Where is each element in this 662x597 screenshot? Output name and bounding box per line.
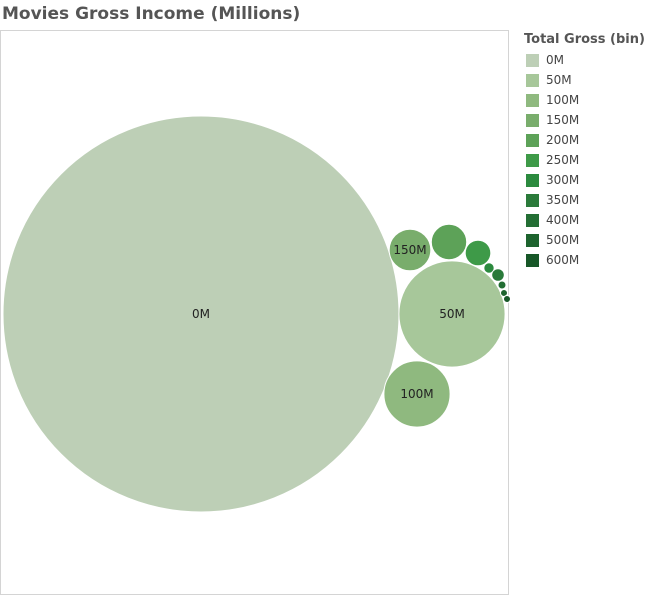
legend-label: 300M [546,173,580,187]
legend-swatch [526,193,539,207]
bubble-100m[interactable] [383,360,451,428]
legend-swatch [526,153,539,167]
legend-label: 400M [546,213,580,227]
legend-item-150m[interactable]: 150M [524,110,645,130]
legend-swatch [526,253,539,267]
bubble-label-50m: 50M [439,307,465,321]
legend-item-100m[interactable]: 100M [524,90,645,110]
legend-item-300m[interactable]: 300M [524,170,645,190]
chart-title: Movies Gross Income (Millions) [2,4,301,24]
legend-swatch [526,53,539,67]
bubble-200m[interactable] [430,223,468,261]
legend-item-400m[interactable]: 400M [524,210,645,230]
legend-item-0m[interactable]: 0M [524,50,645,70]
bubble-50m[interactable] [398,260,506,368]
legend-label: 350M [546,193,580,207]
legend-label: 500M [546,233,580,247]
bubble-150m[interactable] [388,228,432,272]
bubble-label-0m: 0M [192,307,210,321]
legend-item-200m[interactable]: 200M [524,130,645,150]
legend-label: 0M [546,53,564,67]
legend-item-600m[interactable]: 600M [524,250,645,270]
bubble-400m[interactable] [497,280,507,290]
legend-label: 150M [546,113,580,127]
legend-label: 50M [546,73,572,87]
legend-label: 600M [546,253,580,267]
legend-item-250m[interactable]: 250M [524,150,645,170]
legend: Total Gross (bin) 0M 50M 100M 150M 200M 250M 3… [524,32,645,270]
legend-swatch [526,213,539,227]
legend-label: 100M [546,93,580,107]
legend-label: 250M [546,153,580,167]
bubble-600m[interactable] [503,295,511,303]
legend-swatch [526,133,539,147]
legend-label: 200M [546,133,580,147]
bubble-label-100m: 100M [400,387,433,401]
legend-item-50m[interactable]: 50M [524,70,645,90]
bubble-plot-area: 0M 50M 100M 150M [0,30,511,595]
bubble-chart: 0M 50M 100M 150M [2,115,511,513]
bubble-label-150m: 150M [393,243,426,257]
legend-item-500m[interactable]: 500M [524,230,645,250]
legend-swatch [526,173,539,187]
bubble-250m[interactable] [464,239,492,267]
legend-swatch [526,113,539,127]
legend-swatch [526,73,539,87]
bubble-300m[interactable] [483,262,495,274]
bubble-350m[interactable] [491,268,505,282]
legend-swatch [526,93,539,107]
legend-item-350m[interactable]: 350M [524,190,645,210]
legend-swatch [526,233,539,247]
legend-title: Total Gross (bin) [524,32,645,47]
legend-items: 0M 50M 100M 150M 200M 250M 300M 350M 400M 500M 600… [524,50,645,270]
